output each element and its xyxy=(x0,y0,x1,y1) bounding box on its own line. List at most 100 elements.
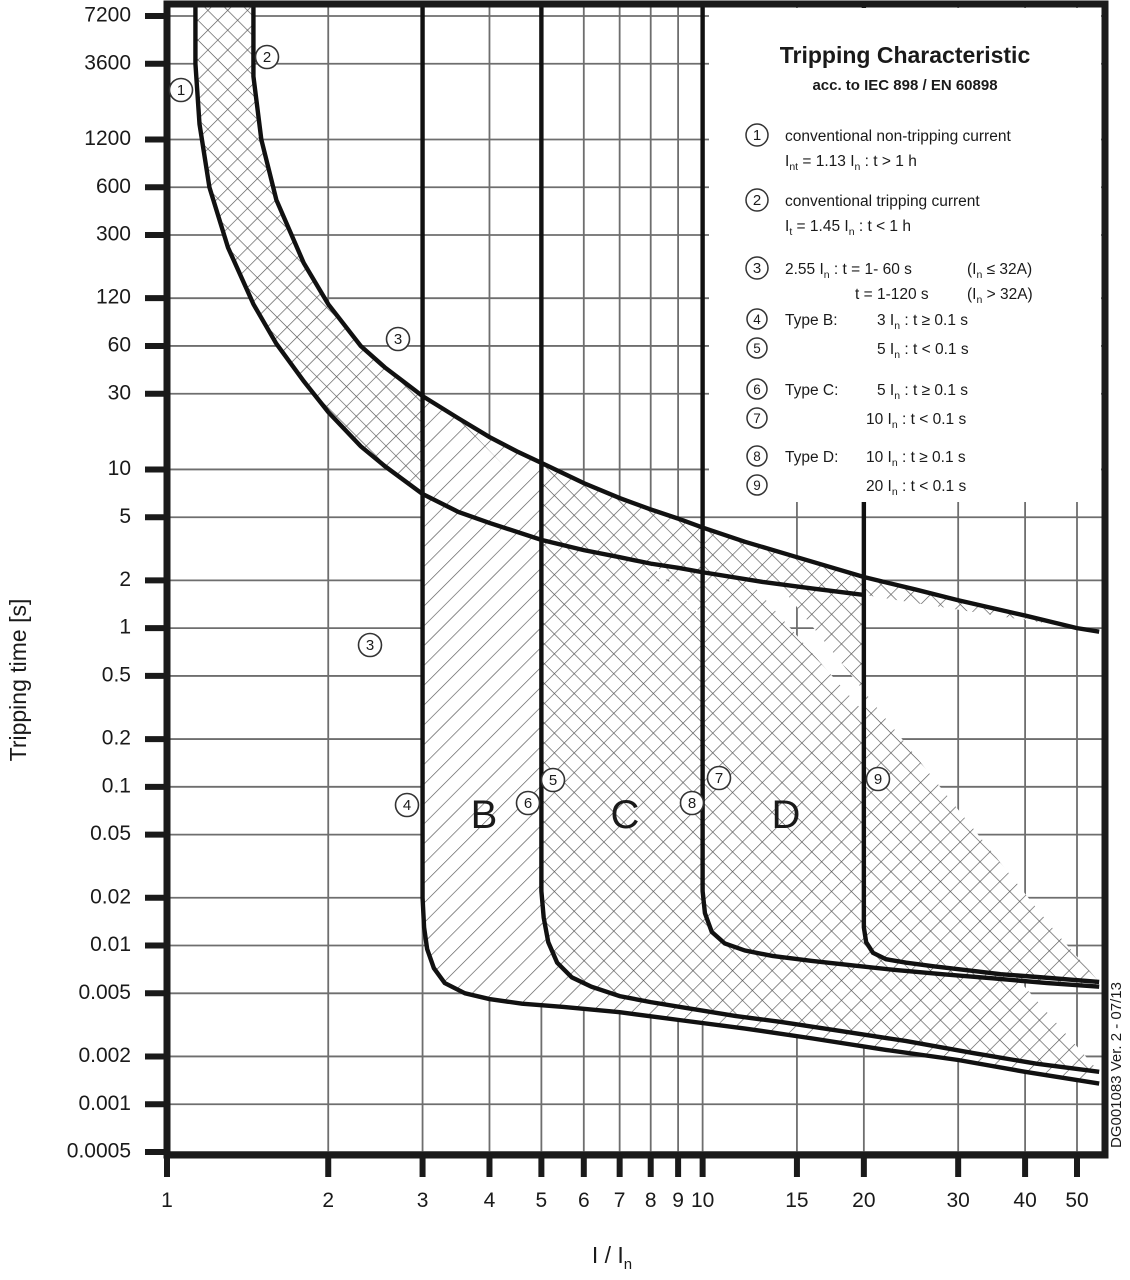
legend-marker-circle xyxy=(745,123,769,147)
annotation-marker-2: 2 xyxy=(254,44,280,70)
x-axis-tick-label: 4 xyxy=(484,1189,496,1212)
legend-marker-number: 7 xyxy=(753,411,761,426)
legend-entry-3-line2: t = 1-120 s xyxy=(855,286,929,303)
marker-circle xyxy=(168,77,194,103)
zone-label-D: D xyxy=(772,793,801,837)
axis-ticks xyxy=(145,13,1080,1177)
legend-entry-2-line1: conventional tripping current xyxy=(785,193,980,210)
curve-thermal-lower xyxy=(251,4,1100,634)
marker-circle xyxy=(706,765,732,791)
y-axis-tick-label: 2 xyxy=(119,568,131,591)
y-axis-title: Tripping time [s] xyxy=(5,599,31,762)
x-axis-tick-label: 9 xyxy=(672,1189,684,1212)
zone-label-C: C xyxy=(611,793,640,837)
x-axis-tick-label: 2 xyxy=(322,1189,334,1212)
marker-number: 4 xyxy=(403,797,411,814)
zone-label-B: B xyxy=(471,793,498,837)
legend-entry-5-value: 5 In : t < 0.1 s xyxy=(877,341,969,361)
marker-number: 3 xyxy=(394,331,402,348)
y-axis-tick-label: 0.1 xyxy=(102,774,131,797)
marker-circle xyxy=(540,767,566,793)
y-axis-tick-label: 0.005 xyxy=(78,981,131,1004)
legend-entry-6-value: 5 In : t ≥ 0.1 s xyxy=(877,382,968,402)
y-axis-tick-label: 0.01 xyxy=(90,933,131,956)
marker-number: 9 xyxy=(874,771,882,788)
x-axis-tick-label: 20 xyxy=(852,1189,875,1212)
legend-marker-circle xyxy=(745,188,769,212)
legend-entry-9-value: 20 In : t < 0.1 s xyxy=(866,478,966,498)
characteristic-curves xyxy=(193,4,1100,1086)
y-axis-tick-label: 3600 xyxy=(84,51,131,74)
legend-marker-3: 3 xyxy=(745,256,769,280)
legend-marker-number: 9 xyxy=(753,478,761,493)
marker-circle xyxy=(515,790,541,816)
marker-number: 2 xyxy=(263,49,271,66)
legend-entry-7-value: 10 In : t < 0.1 s xyxy=(866,411,966,431)
legend-marker-number: 6 xyxy=(753,382,761,397)
legend-entry-8-type: Type D: xyxy=(785,449,838,466)
legend-entry-4-type: Type B: xyxy=(785,312,838,329)
marker-circle xyxy=(679,790,705,816)
legend-marker-number: 4 xyxy=(753,312,761,327)
legend-marker-1: 1 xyxy=(745,123,769,147)
y-axis-tick-label: 7200 xyxy=(84,4,131,27)
legend-marker-6: 6 xyxy=(746,378,768,400)
legend-content: Tripping Characteristic acc. to IEC 898 /… xyxy=(745,42,1033,498)
curve-b-lower xyxy=(420,4,1100,1086)
marker-number: 6 xyxy=(524,795,532,812)
annotation-marker-9: 9 xyxy=(865,766,891,792)
legend-entry-3-line1: 2.55 In : t = 1- 60 s xyxy=(785,261,912,281)
curve-b-upper xyxy=(539,4,1100,1075)
legend-marker-5: 5 xyxy=(746,337,768,359)
legend-entry-1-line2: Int = 1.13 In : t > 1 h xyxy=(785,153,917,173)
annotation-marker-6: 6 xyxy=(515,790,541,816)
y-axis-tick-label: 0.0005 xyxy=(67,1140,131,1163)
x-axis-tick-label: 50 xyxy=(1065,1189,1088,1212)
legend-entry-4-value: 3 In : t ≥ 0.1 s xyxy=(877,312,968,332)
legend-subtitle: acc. to IEC 898 / EN 60898 xyxy=(812,77,997,94)
marker-number: 8 xyxy=(688,795,696,812)
legend-marker-9: 9 xyxy=(746,474,768,496)
axis-tick-labels: 7200360012006003001206030105210.50.20.10… xyxy=(67,4,1089,1212)
x-axis-tick-label: 6 xyxy=(578,1189,590,1212)
x-axis-tick-label: 5 xyxy=(536,1189,548,1212)
legend-entry-6-type: Type C: xyxy=(785,382,838,399)
marker-number: 5 xyxy=(549,772,557,789)
curve-d-upper xyxy=(861,4,1100,985)
x-axis-tick-label: 40 xyxy=(1013,1189,1036,1212)
annotation-marker-7: 7 xyxy=(706,765,732,791)
marker-circle xyxy=(394,792,420,818)
y-axis-tick-label: 0.05 xyxy=(90,822,131,845)
marker-number: 7 xyxy=(715,770,723,787)
x-axis-tick-label: 7 xyxy=(614,1189,626,1212)
legend-marker-circle xyxy=(746,474,768,496)
x-axis-tick-label: 30 xyxy=(946,1189,969,1212)
y-axis-tick-label: 5 xyxy=(119,505,131,528)
marker-circle xyxy=(385,326,411,352)
x-axis-tick-label: 10 xyxy=(691,1189,714,1212)
legend-marker-number: 1 xyxy=(753,127,761,144)
annotation-marker-8: 8 xyxy=(679,790,705,816)
legend-marker-circle xyxy=(746,445,768,467)
y-axis-tick-label: 300 xyxy=(96,223,131,246)
x-axis-tick-label: 1 xyxy=(161,1189,173,1212)
legend-marker-number: 2 xyxy=(753,192,761,209)
y-axis-tick-label: 0.5 xyxy=(102,663,131,686)
y-axis-tick-label: 60 xyxy=(108,334,131,357)
legend-marker-number: 5 xyxy=(753,341,761,356)
y-axis-tick-label: 30 xyxy=(108,381,131,404)
legend-marker-7: 7 xyxy=(746,407,768,429)
x-axis-title: I / In xyxy=(592,1242,632,1273)
marker-number: 3 xyxy=(366,637,374,654)
legend-entry-8-value: 10 In : t ≥ 0.1 s xyxy=(866,449,966,469)
legend-marker-4: 4 xyxy=(746,308,768,330)
y-axis-tick-label: 120 xyxy=(96,286,131,309)
legend-entry-1-line1: conventional non-tripping current xyxy=(785,128,1011,145)
legend-title: Tripping Characteristic xyxy=(780,42,1031,68)
legend-marker-circle xyxy=(746,308,768,330)
legend-marker-circle xyxy=(746,378,768,400)
y-axis-tick-label: 600 xyxy=(96,175,131,198)
legend-entry-2-line2: It = 1.45 In : t < 1 h xyxy=(785,218,911,238)
